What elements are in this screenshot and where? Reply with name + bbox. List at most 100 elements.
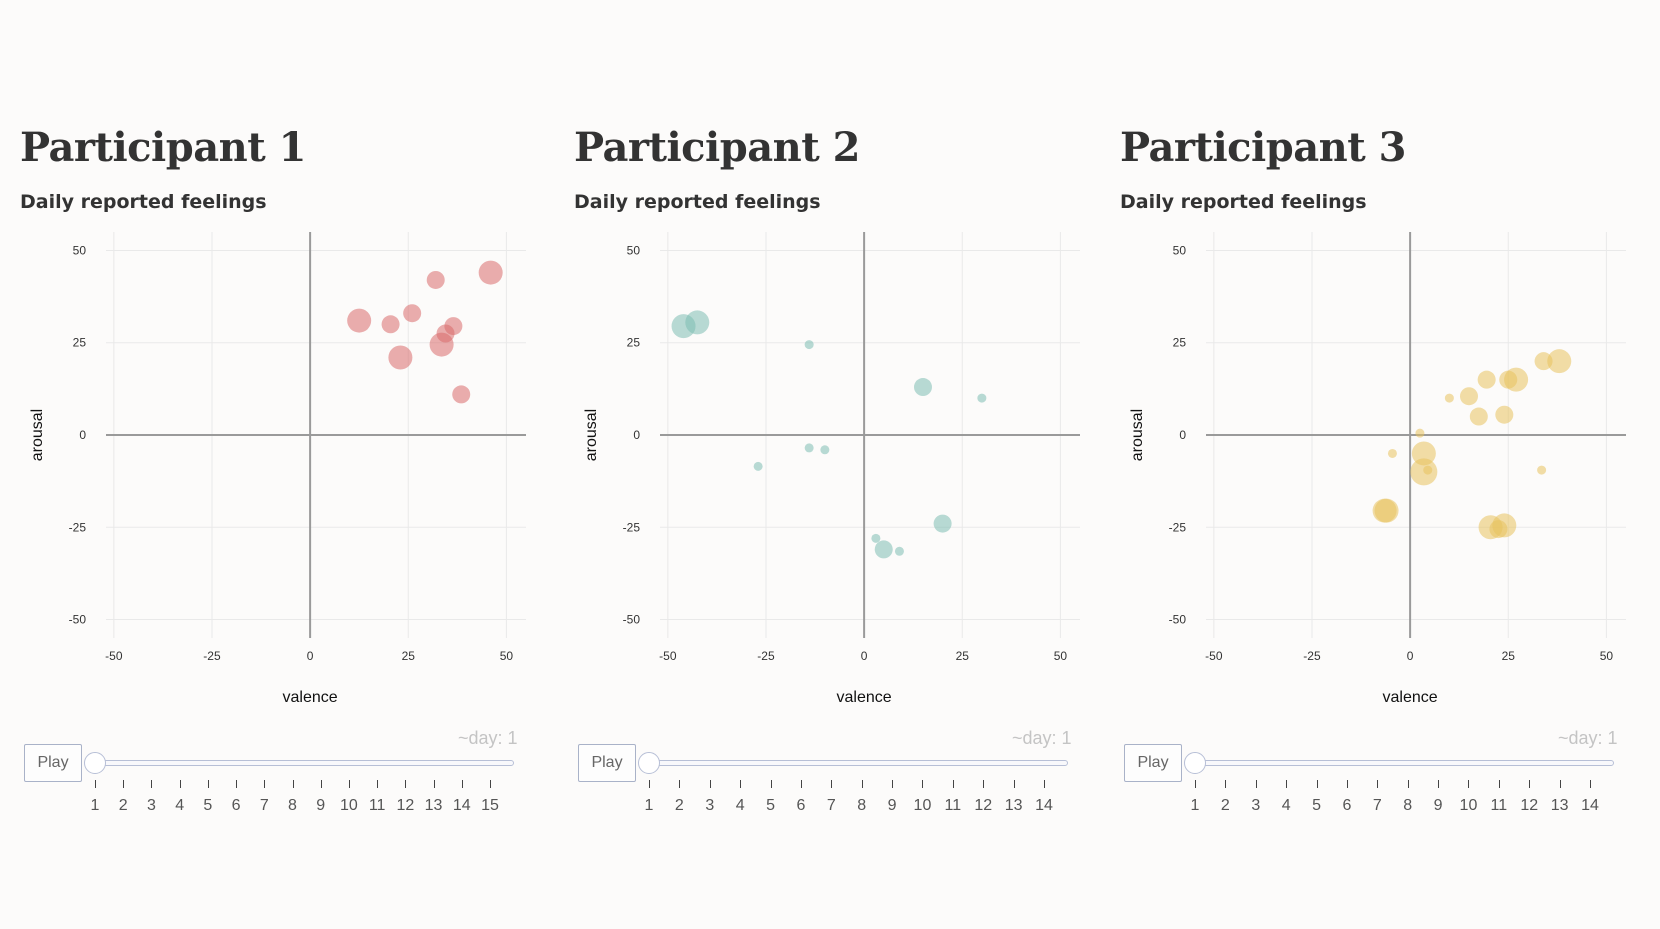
data-point <box>804 443 814 453</box>
panel-title: Participant 1 <box>20 124 306 171</box>
data-point <box>1537 465 1547 475</box>
slider-step-label: 9 <box>1433 797 1443 814</box>
slider-step-label: 8 <box>288 797 297 814</box>
slider-step-tick <box>1438 780 1440 788</box>
y-tick-label: -50 <box>1169 613 1187 627</box>
data-point <box>913 378 932 397</box>
slider-step-label: 13 <box>1550 797 1569 814</box>
y-tick-label: 50 <box>1173 243 1187 257</box>
x-tick-label: 0 <box>1407 649 1414 663</box>
slider-step-label: 1 <box>644 797 654 814</box>
day-slider-handle[interactable] <box>84 752 106 774</box>
data-point <box>1477 370 1496 389</box>
slider-step-label: 12 <box>396 797 415 814</box>
day-slider-track[interactable] <box>100 760 514 766</box>
y-tick-label: 50 <box>627 243 641 257</box>
slider-step-label: 8 <box>1403 797 1413 814</box>
slider-step-tick <box>348 780 350 788</box>
slider-step-label: 6 <box>796 797 806 814</box>
participant-panel-1: Participant 1 Daily reported feelings -5… <box>20 0 560 929</box>
y-tick-label: -25 <box>1169 520 1187 534</box>
slider-step-label: 10 <box>913 797 932 814</box>
slider-step-tick <box>461 780 463 788</box>
x-tick-label: 25 <box>1502 649 1516 663</box>
slider-step-tick <box>1044 780 1045 788</box>
data-point <box>347 308 372 333</box>
panel-subtitle: Daily reported feelings <box>20 191 267 213</box>
slider-step-label: 9 <box>887 797 897 814</box>
slider-step-label: 4 <box>1281 797 1291 814</box>
day-slider-handle[interactable] <box>1184 752 1206 774</box>
slider-step-tick <box>151 780 153 788</box>
slider-step-label: 7 <box>826 797 836 814</box>
data-point <box>1495 405 1514 424</box>
play-button[interactable]: Play <box>578 744 636 782</box>
data-point <box>1489 520 1508 539</box>
scatter-plot: -50 -25 0 25 50 -50 -25 0 25 50 valence arousal <box>583 232 1080 706</box>
x-tick-label: -25 <box>203 649 221 663</box>
y-tick-label: 50 <box>73 243 87 257</box>
slider-step-label: 3 <box>705 797 715 814</box>
x-tick-label: -50 <box>659 649 677 663</box>
slider-step-label: 11 <box>1490 797 1508 814</box>
data-point <box>1411 441 1436 466</box>
slider-step-tick <box>1286 780 1288 788</box>
slider-step-label: 7 <box>259 797 269 814</box>
panel-subtitle: Daily reported feelings <box>574 191 821 213</box>
data-point <box>874 540 893 559</box>
participant-panel-3: Participant 3 Daily reported feelings -5… <box>1120 0 1660 929</box>
slider-step-tick <box>405 780 407 788</box>
slider-step-label: 6 <box>1342 797 1352 814</box>
data-point <box>1534 352 1553 371</box>
slider-step-label: 10 <box>340 797 358 814</box>
slider-step-tick <box>1468 780 1470 788</box>
slider-step-tick <box>377 780 379 788</box>
y-axis-label: arousal <box>29 409 46 461</box>
slider-step-label: 10 <box>1459 797 1478 814</box>
play-button[interactable]: Play <box>1124 744 1182 782</box>
slider-step-label: 7 <box>1372 797 1382 814</box>
data-point <box>933 514 952 533</box>
day-readout: ~day: 1 <box>1558 728 1618 748</box>
day-slider-handle[interactable] <box>638 752 660 774</box>
slider-step-tick <box>207 780 209 788</box>
day-slider-track[interactable] <box>654 760 1068 766</box>
slider-step-label: 4 <box>175 797 185 814</box>
y-tick-label: 0 <box>1179 428 1186 442</box>
day-slider-track[interactable] <box>1200 760 1614 766</box>
data-point <box>804 340 814 350</box>
data-point <box>429 332 454 357</box>
data-point <box>1444 393 1454 403</box>
slider-step-tick <box>740 780 742 788</box>
slider-step-tick <box>952 780 954 788</box>
slider-step-label: 9 <box>316 797 326 814</box>
slider-step-tick <box>892 780 894 788</box>
slider-step-tick <box>1255 780 1257 788</box>
slider-step-tick <box>1316 780 1318 788</box>
data-point <box>1415 428 1425 438</box>
slider-step-tick <box>320 780 322 788</box>
data-point <box>1547 349 1572 374</box>
data-point <box>894 546 904 556</box>
y-tick-label: 25 <box>1173 336 1187 350</box>
slider-step-label: 5 <box>766 797 775 814</box>
slider-step-tick <box>679 780 681 788</box>
x-tick-label: -25 <box>757 649 775 663</box>
slider-step-label: 13 <box>1004 797 1023 814</box>
x-tick-label: -50 <box>105 649 123 663</box>
slider-step-label: 2 <box>674 797 684 814</box>
panel-title: Participant 2 <box>574 124 860 171</box>
x-axis-label: valence <box>283 689 338 706</box>
data-point <box>685 310 710 335</box>
play-button[interactable]: Play <box>24 744 82 782</box>
slider-step-tick <box>649 780 650 788</box>
x-tick-label: 50 <box>1600 649 1614 663</box>
day-slider-steps: 1 2 3 4 5 6 7 8 9 10 11 12 13 14 15 <box>20 780 540 820</box>
slider-step-label: 2 <box>1220 797 1230 814</box>
data-point <box>820 445 830 455</box>
slider-step-tick <box>1346 780 1348 788</box>
data-point <box>403 304 422 323</box>
slider-step-label: 3 <box>146 797 156 814</box>
y-tick-label: -50 <box>623 613 641 627</box>
data-point <box>426 270 445 289</box>
